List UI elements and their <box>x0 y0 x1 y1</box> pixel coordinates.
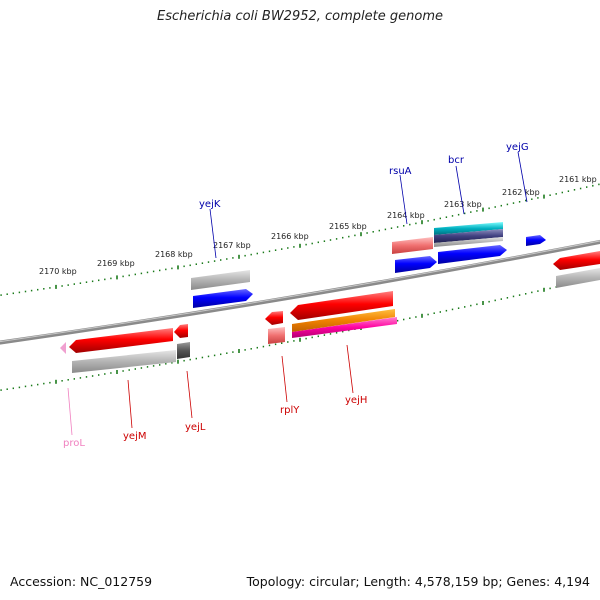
gene-feature-reverse[interactable] <box>69 328 173 353</box>
genome-backbone-highlight <box>0 240 600 343</box>
gene-feature-dark[interactable] <box>177 342 190 359</box>
leader-line <box>67 387 73 436</box>
scale-label: 2167 kbp <box>213 241 251 250</box>
scale-label: 2168 kbp <box>155 250 193 259</box>
gene-feature-gray[interactable] <box>191 270 250 290</box>
gene-label-yejK[interactable]: yejK <box>199 199 221 210</box>
gene-feature-navy[interactable] <box>434 229 503 243</box>
gene-feature-reverse[interactable] <box>265 311 283 325</box>
gene-feature-forward[interactable] <box>438 245 507 264</box>
gene-label-proL[interactable]: proL <box>63 438 85 449</box>
gene-label-yejG[interactable]: yejG <box>506 142 529 153</box>
gene-feature-pink[interactable] <box>268 327 285 344</box>
gene-feature-forward[interactable] <box>395 256 437 273</box>
accession-label: Accession: NC_012759 <box>10 574 153 589</box>
gene-feature-forward[interactable] <box>526 235 546 246</box>
scale-label: 2162 kbp <box>502 188 540 197</box>
scale-label: 2161 kbp <box>559 175 597 184</box>
leader-line <box>281 355 288 403</box>
genome-backbone <box>0 239 600 345</box>
gene-feature-magenta[interactable] <box>292 317 397 338</box>
scale-label: 2169 kbp <box>97 259 135 268</box>
leader-line <box>127 379 133 429</box>
gene-feature-reverse[interactable] <box>290 291 393 320</box>
gene-feature-forward[interactable] <box>193 289 253 308</box>
leader-line <box>455 165 465 215</box>
gene-label-bcr[interactable]: bcr <box>448 155 465 166</box>
leader-line <box>346 344 354 394</box>
gene-feature-rrna[interactable] <box>60 342 66 354</box>
gene-feature-teal[interactable] <box>434 222 503 235</box>
gene-label-yejH[interactable]: yejH <box>345 395 367 406</box>
leader-line <box>399 174 408 225</box>
gene-label-rplY[interactable]: rplY <box>280 405 300 416</box>
gene-feature-reverse[interactable] <box>174 324 188 338</box>
gene-feature-reverse[interactable] <box>553 251 600 270</box>
gene-feature-gray[interactable] <box>556 268 600 288</box>
map-title: Escherichia coli BW2952, complete genome <box>157 9 443 24</box>
gene-feature-pink[interactable] <box>392 237 433 254</box>
scale-label: 2170 kbp <box>39 267 77 276</box>
genome-summary: Topology: circular; Length: 4,578,159 bp… <box>246 574 590 589</box>
gene-label-yejM[interactable]: yejM <box>123 431 146 442</box>
gene-feature-orange[interactable] <box>292 309 395 332</box>
gene-label-yejL[interactable]: yejL <box>185 422 206 433</box>
leader-line <box>209 208 217 259</box>
scale-label: 2163 kbp <box>444 200 482 209</box>
gene-label-rsuA[interactable]: rsuA <box>389 166 412 177</box>
leader-line <box>186 370 193 419</box>
gene-feature-gray[interactable] <box>72 350 176 373</box>
outer-scale-ticks <box>0 183 600 296</box>
scale-label: 2165 kbp <box>329 222 367 231</box>
leader-line <box>517 151 528 203</box>
scale-label: 2166 kbp <box>271 232 309 241</box>
gene-feature-gray[interactable] <box>434 237 503 247</box>
